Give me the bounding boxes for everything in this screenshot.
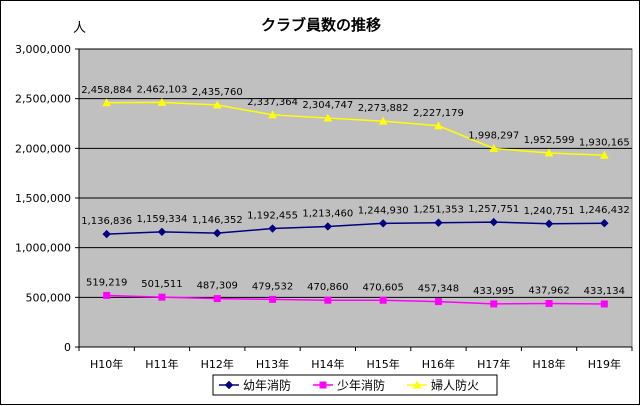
data-point bbox=[102, 229, 111, 239]
data-point bbox=[157, 227, 167, 237]
series-line bbox=[106, 294, 605, 305]
data-label: 1,159,334 bbox=[136, 214, 187, 225]
data-label: 501,511 bbox=[141, 279, 182, 290]
x-tick-label: H16年 bbox=[422, 357, 455, 371]
data-label: 2,462,103 bbox=[136, 84, 187, 95]
data-point bbox=[490, 300, 498, 308]
data-point bbox=[158, 293, 166, 301]
data-label: 1,952,599 bbox=[524, 135, 575, 146]
data-label: 2,458,884 bbox=[81, 85, 132, 96]
data-label: 2,227,179 bbox=[413, 108, 464, 119]
y-tick-label: 2,000,000 bbox=[15, 142, 71, 155]
data-label: 457,348 bbox=[418, 284, 459, 295]
data-label: 1,244,930 bbox=[358, 205, 409, 216]
data-label: 1,146,352 bbox=[192, 215, 243, 226]
data-point bbox=[489, 143, 499, 153]
data-point bbox=[213, 295, 221, 303]
x-tick-label: H15年 bbox=[367, 357, 400, 371]
chart-title: クラブ員数の推移 bbox=[261, 16, 381, 34]
legend-marker bbox=[319, 381, 327, 389]
unit-label: 人 bbox=[73, 21, 86, 36]
data-point bbox=[378, 116, 388, 125]
data-point bbox=[269, 295, 277, 303]
data-point bbox=[323, 222, 333, 231]
data-label: 470,605 bbox=[362, 282, 403, 293]
data-point bbox=[600, 150, 609, 159]
x-tick-label: H19年 bbox=[588, 357, 621, 371]
y-tick-label: 2,500,000 bbox=[15, 93, 71, 106]
data-label: 1,998,297 bbox=[468, 131, 519, 142]
legend-label: 幼年消防 bbox=[243, 378, 291, 393]
legend-label: 少年消防 bbox=[337, 378, 385, 393]
legend-box bbox=[212, 374, 498, 396]
data-point bbox=[489, 217, 498, 227]
data-label: 1,246,432 bbox=[579, 205, 630, 216]
data-point bbox=[212, 100, 222, 109]
data-label: 2,273,882 bbox=[358, 103, 409, 114]
data-point bbox=[434, 218, 443, 227]
data-point bbox=[323, 113, 333, 122]
legend-marker bbox=[224, 380, 234, 390]
x-tick-label: H12年 bbox=[201, 357, 234, 371]
data-point bbox=[600, 218, 609, 228]
data-label: 2,337,364 bbox=[247, 97, 298, 108]
legend: 幼年消防 少年消防 婦人防火 bbox=[212, 374, 498, 396]
data-label: 1,240,751 bbox=[524, 206, 575, 217]
y-tick-label: 1,500,000 bbox=[15, 192, 71, 205]
data-point bbox=[268, 224, 277, 233]
data-point bbox=[213, 228, 222, 238]
x-tick-label: H14年 bbox=[311, 357, 344, 371]
data-point bbox=[544, 148, 554, 157]
data-point bbox=[600, 300, 608, 308]
data-label: 433,134 bbox=[584, 286, 625, 297]
data-point bbox=[379, 296, 387, 304]
data-point bbox=[157, 97, 167, 106]
legend-marker bbox=[412, 380, 422, 389]
data-label: 1,257,751 bbox=[468, 204, 519, 215]
data-label: 1,136,836 bbox=[81, 216, 132, 227]
y-tick-label: 1,000,000 bbox=[15, 242, 71, 255]
data-point bbox=[102, 98, 111, 107]
data-point bbox=[545, 299, 553, 307]
data-label: 433,995 bbox=[473, 286, 514, 297]
data-point bbox=[544, 219, 554, 228]
x-tick-label: H13年 bbox=[256, 357, 289, 371]
y-tick-label: 3,000,000 bbox=[15, 43, 71, 56]
y-tick-label: 0 bbox=[64, 341, 71, 354]
data-point bbox=[324, 296, 332, 304]
data-label: 519,219 bbox=[86, 277, 127, 288]
data-label: 1,930,165 bbox=[579, 137, 630, 148]
data-label: 437,962 bbox=[528, 285, 569, 296]
x-tick-label: H10年 bbox=[90, 357, 123, 371]
y-tick-label: 500,000 bbox=[26, 291, 72, 304]
data-label: 1,213,460 bbox=[302, 208, 353, 219]
data-label: 1,192,455 bbox=[247, 211, 298, 222]
data-point bbox=[378, 219, 388, 228]
x-tick-label: H17年 bbox=[477, 357, 510, 371]
x-tick-label: H11年 bbox=[145, 357, 178, 371]
legend-label: 婦人防火 bbox=[431, 378, 479, 393]
x-tick-label: H18年 bbox=[532, 357, 565, 371]
data-point bbox=[103, 291, 111, 299]
data-label: 2,435,760 bbox=[192, 87, 243, 98]
data-label: 1,251,353 bbox=[413, 205, 464, 216]
series-line bbox=[106, 221, 605, 235]
data-point bbox=[434, 121, 443, 130]
series-line bbox=[106, 101, 605, 157]
data-point bbox=[268, 110, 277, 119]
data-label: 470,860 bbox=[307, 282, 348, 293]
data-label: 487,309 bbox=[197, 281, 238, 292]
data-label: 2,304,747 bbox=[302, 100, 353, 111]
data-label: 479,532 bbox=[252, 281, 293, 292]
data-point bbox=[434, 298, 442, 306]
